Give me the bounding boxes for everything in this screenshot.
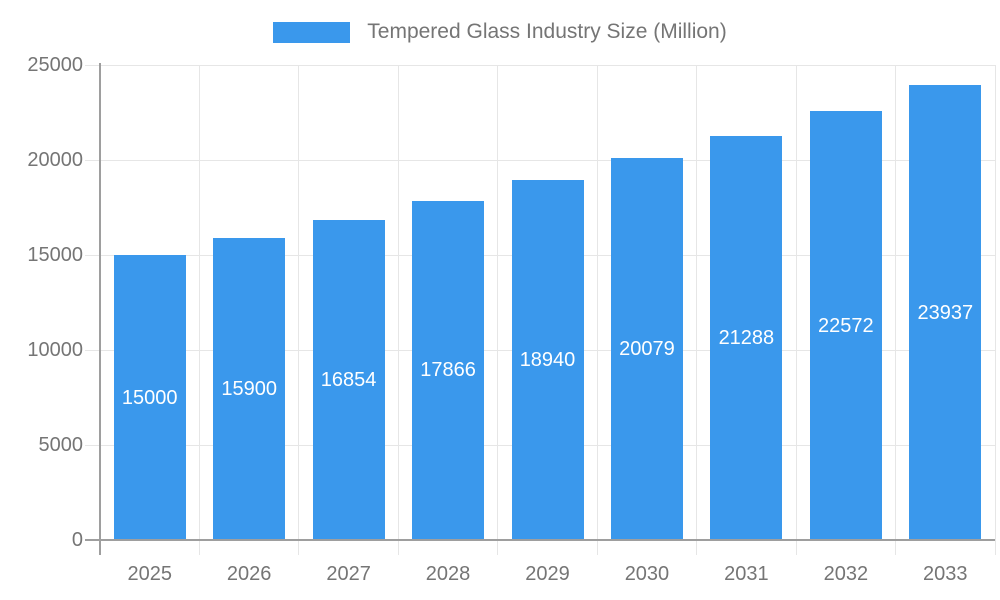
bar-value-label: 22572	[818, 314, 874, 337]
x-gridline	[497, 65, 499, 555]
bar-value-label: 15900	[221, 377, 277, 400]
bar: 17866	[412, 200, 485, 540]
bar-value-label: 15000	[121, 386, 178, 409]
bar: 20079	[610, 158, 683, 540]
y-tick-label: 5000	[38, 434, 84, 456]
x-tick-label: 2029	[525, 563, 570, 585]
x-tick-label: 2025	[127, 563, 172, 585]
bar-value-label: 21288	[718, 326, 775, 349]
legend-swatch	[273, 21, 351, 43]
bar-value-label: 16854	[320, 368, 377, 391]
bar: 15000	[113, 255, 186, 540]
legend[interactable]: Tempered Glass Industry Size (Million)	[0, 20, 1000, 44]
bar: 23937	[909, 85, 982, 540]
x-tick-label: 2032	[823, 563, 869, 585]
x-gridline	[397, 65, 399, 555]
bar-value-label: 18940	[519, 349, 576, 372]
x-gridline	[895, 65, 897, 555]
bar-value-label: 23937	[917, 301, 974, 324]
y-gridline	[85, 64, 995, 66]
y-gridline	[85, 159, 995, 161]
y-tick-label: 15000	[27, 244, 83, 266]
y-tick-label: 25000	[27, 54, 83, 76]
y-axis-line	[99, 63, 101, 555]
x-gridline	[795, 65, 797, 555]
x-axis-line	[85, 539, 995, 541]
x-tick-label: 2028	[425, 563, 471, 585]
x-tick-label: 2027	[326, 563, 371, 585]
x-tick-label: 2033	[923, 563, 968, 585]
y-tick-label: 10000	[27, 339, 83, 361]
bar: 16854	[312, 219, 385, 540]
x-gridline	[696, 65, 698, 555]
y-tick-label: 0	[71, 529, 83, 551]
x-gridline	[596, 65, 598, 555]
bar: 15900	[213, 237, 286, 540]
x-tick-label: 2026	[226, 563, 272, 585]
x-tick-label: 2031	[724, 563, 769, 585]
bar: 18940	[511, 180, 584, 540]
x-gridline	[994, 65, 996, 555]
legend-label: Tempered Glass Industry Size (Million)	[367, 20, 727, 43]
y-tick-label: 20000	[27, 149, 83, 171]
bar: 21288	[710, 135, 783, 540]
x-gridline	[198, 65, 200, 555]
x-tick-label: 2030	[624, 563, 670, 585]
plot-area: 0 5000 10000 15000 20000 25000 15000 15900 16854…	[27, 54, 996, 585]
x-gridline	[298, 65, 300, 555]
bar-value-label: 17866	[420, 359, 476, 382]
bar-value-label: 20079	[619, 338, 675, 361]
bar: 22572	[809, 111, 882, 540]
